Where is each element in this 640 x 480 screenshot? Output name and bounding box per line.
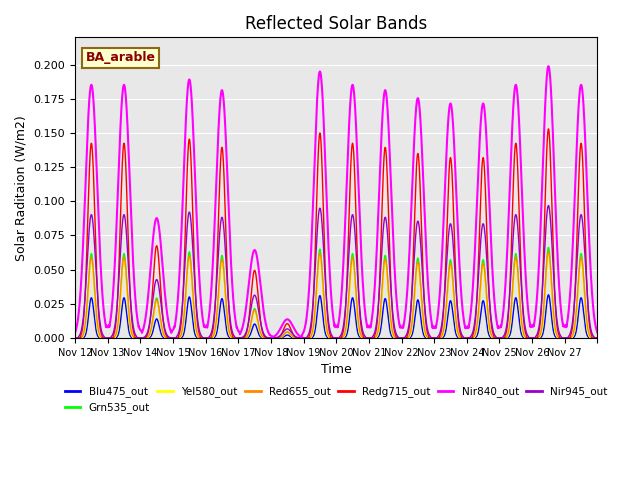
Line: Blu475_out: Blu475_out — [75, 295, 597, 338]
Nir840_out — [486, 222, 494, 228]
Redg715_out — [97, 331, 105, 336]
Redg715_out — [458, 335, 466, 341]
Text: BA_arable: BA_arable — [86, 51, 156, 64]
Grn535_out — [593, 335, 601, 341]
Red655_out — [458, 335, 466, 341]
Title: Reflected Solar Bands: Reflected Solar Bands — [245, 15, 428, 33]
Red655_out — [260, 335, 268, 340]
Grn535_out — [97, 335, 105, 341]
Nir945_out — [545, 203, 552, 208]
Yel580_out — [403, 335, 411, 341]
Nir840_out — [545, 63, 552, 69]
Red655_out — [545, 249, 552, 254]
Red655_out — [97, 335, 105, 341]
Nir840_out — [593, 330, 601, 336]
Legend: Blu475_out, Grn535_out, Yel580_out, Red655_out, Redg715_out, Nir840_out, Nir945_: Blu475_out, Grn535_out, Yel580_out, Red6… — [61, 382, 612, 418]
Red655_out — [486, 328, 494, 334]
Redg715_out — [593, 335, 601, 341]
Red655_out — [403, 335, 411, 341]
Grn535_out — [458, 335, 466, 341]
Redg715_out — [380, 153, 388, 158]
Nir840_out — [260, 312, 268, 317]
Blu475_out — [71, 335, 79, 341]
Line: Nir945_out: Nir945_out — [75, 205, 597, 338]
Yel580_out — [593, 335, 601, 341]
Redg715_out — [486, 309, 494, 314]
Nir945_out — [458, 333, 466, 338]
Nir840_out — [71, 330, 79, 336]
Blu475_out — [380, 299, 388, 305]
Line: Grn535_out: Grn535_out — [75, 247, 597, 338]
Red655_out — [380, 261, 388, 266]
Nir945_out — [380, 218, 388, 224]
Grn535_out — [486, 331, 494, 336]
Red655_out — [593, 335, 601, 341]
Grn535_out — [545, 244, 552, 250]
Blu475_out — [97, 335, 105, 341]
Blu475_out — [593, 335, 601, 341]
Nir840_out — [380, 91, 388, 96]
Red655_out — [71, 335, 79, 341]
Yel580_out — [71, 335, 79, 341]
Grn535_out — [260, 335, 268, 341]
Line: Yel580_out: Yel580_out — [75, 254, 597, 338]
Nir840_out — [269, 335, 276, 340]
Redg715_out — [403, 335, 411, 341]
Nir945_out — [593, 335, 601, 341]
Yel580_out — [260, 335, 268, 341]
Nir840_out — [458, 305, 466, 311]
Grn535_out — [380, 258, 388, 264]
Redg715_out — [260, 333, 268, 339]
Nir945_out — [71, 335, 79, 341]
X-axis label: Time: Time — [321, 363, 351, 376]
Line: Nir840_out: Nir840_out — [75, 66, 597, 337]
Blu475_out — [458, 335, 466, 341]
Line: Red655_out: Red655_out — [75, 252, 597, 338]
Yel580_out — [97, 335, 105, 341]
Redg715_out — [545, 126, 552, 132]
Nir945_out — [486, 306, 494, 312]
Y-axis label: Solar Raditaion (W/m2): Solar Raditaion (W/m2) — [15, 115, 28, 261]
Yel580_out — [486, 331, 494, 337]
Nir840_out — [97, 275, 105, 280]
Grn535_out — [71, 335, 79, 341]
Grn535_out — [403, 335, 411, 341]
Blu475_out — [486, 334, 494, 340]
Yel580_out — [545, 252, 552, 257]
Nir840_out — [403, 292, 411, 298]
Redg715_out — [71, 335, 79, 341]
Blu475_out — [403, 335, 411, 341]
Blu475_out — [545, 292, 552, 298]
Blu475_out — [260, 335, 268, 341]
Nir945_out — [260, 332, 268, 337]
Nir945_out — [403, 331, 411, 336]
Nir945_out — [97, 327, 105, 333]
Yel580_out — [380, 264, 388, 269]
Yel580_out — [458, 335, 466, 341]
Line: Redg715_out: Redg715_out — [75, 129, 597, 338]
